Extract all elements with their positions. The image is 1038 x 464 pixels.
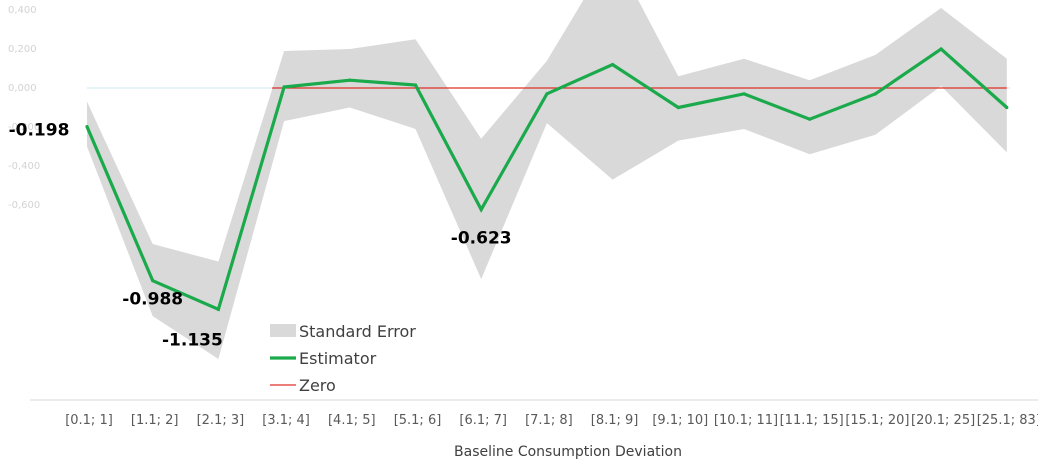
- estimator-point: [151, 279, 155, 283]
- y-tick-label: 0,400: [8, 5, 37, 16]
- x-tick-label: [25.1; 83]: [977, 413, 1038, 428]
- estimator-point: [216, 307, 220, 311]
- legend-label: Zero: [299, 376, 336, 395]
- y-tick-label: -0,400: [8, 161, 40, 172]
- data-label: -0.988: [122, 290, 183, 310]
- estimator-point: [873, 92, 878, 96]
- y-tick-label: -0,600: [8, 200, 40, 211]
- estimator-point: [939, 47, 943, 51]
- estimator-point: [545, 92, 549, 96]
- y-tick-label: 0,000: [8, 83, 37, 94]
- estimator-point: [413, 83, 418, 87]
- legend-swatch-standard-error: [270, 324, 296, 337]
- y-tick-label: 0,200: [8, 44, 37, 55]
- x-axis-title: Baseline Consumption Deviation: [454, 444, 682, 460]
- legend-label: Estimator: [299, 349, 377, 368]
- data-label: -1.135: [162, 330, 223, 350]
- x-tick-label: [11.1; 15]: [780, 413, 844, 428]
- x-tick-label: [10.1; 11]: [714, 413, 778, 428]
- data-label: -0.623: [451, 228, 512, 248]
- x-tick-label: [9.1; 10]: [652, 413, 708, 428]
- x-tick-label: [3.1; 4]: [262, 413, 310, 428]
- x-tick-label: [7.1; 8]: [525, 413, 573, 428]
- x-tick-label: [15.1; 20]: [845, 413, 909, 428]
- estimator-point: [742, 92, 746, 96]
- x-tick-label: [5.1; 6]: [394, 413, 442, 428]
- x-tick-label: [8.1; 9]: [591, 413, 639, 428]
- estimator-point: [1005, 105, 1009, 110]
- x-tick-label: [6.1; 7]: [459, 413, 507, 428]
- estimator-point: [808, 117, 812, 121]
- x-tick-label: [2.1; 3]: [197, 413, 245, 428]
- x-tick-label: [4.1; 5]: [328, 413, 376, 428]
- estimator-point: [676, 105, 680, 110]
- y-tick-label: -0,200: [8, 122, 40, 133]
- estimator-point: [282, 85, 286, 89]
- x-tick-label: [20.1; 25]: [911, 413, 975, 428]
- standard-error-band: [87, 0, 1007, 360]
- estimator-point: [611, 63, 615, 67]
- legend-label: Standard Error: [299, 322, 416, 341]
- estimator-point: [85, 125, 89, 129]
- estimator-point: [479, 207, 483, 212]
- x-tick-label: [0.1; 1]: [65, 413, 113, 428]
- estimator-point: [348, 78, 352, 82]
- x-tick-label: [1.1; 2]: [131, 413, 179, 428]
- data-label: -0.198: [9, 121, 70, 141]
